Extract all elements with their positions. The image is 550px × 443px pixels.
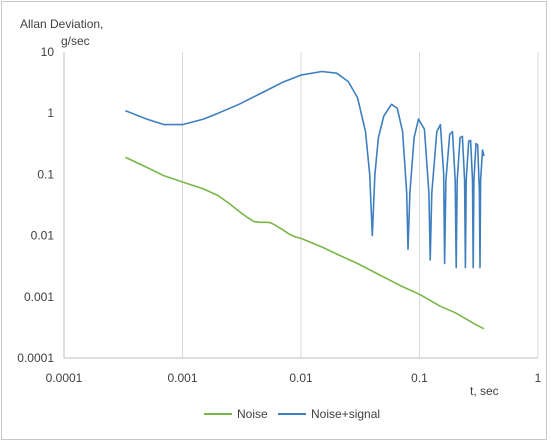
y-tick-labels: 0.0001 0.001 0.01 0.1 1 10: [17, 45, 54, 365]
y-axis-label-line1: Allan Deviation,: [20, 17, 103, 31]
y-tick-label: 10: [41, 45, 55, 59]
y-tick-label: 0.001: [24, 290, 54, 304]
series-noise-signal-line: [125, 70, 485, 269]
x-tick-label: 0.0001: [46, 371, 83, 385]
legend-noise-signal-label: Noise+signal: [311, 407, 380, 421]
x-tick-label: 0.1: [411, 371, 428, 385]
y-tick-label: 0.0001: [17, 351, 54, 365]
legend-noise-label: Noise: [237, 407, 268, 421]
grid-lines: [182, 52, 539, 358]
x-tick-label: 1: [535, 371, 542, 385]
series-noise-line: [125, 156, 485, 330]
y-axis-label-line2: g/sec: [61, 34, 90, 48]
x-tick-label: 0.001: [167, 371, 197, 385]
legend: Noise Noise+signal: [204, 407, 380, 421]
x-axis-label: t, sec: [470, 384, 499, 398]
y-tick-label: 0.1: [37, 167, 54, 181]
axes: [63, 52, 538, 359]
y-tick-label: 1: [47, 106, 54, 120]
y-tick-label: 0.01: [31, 229, 55, 243]
series-layer: [125, 70, 485, 330]
x-tick-label: 0.01: [289, 371, 313, 385]
x-tick-labels: 0.0001 0.001 0.01 0.1 1: [46, 371, 542, 385]
